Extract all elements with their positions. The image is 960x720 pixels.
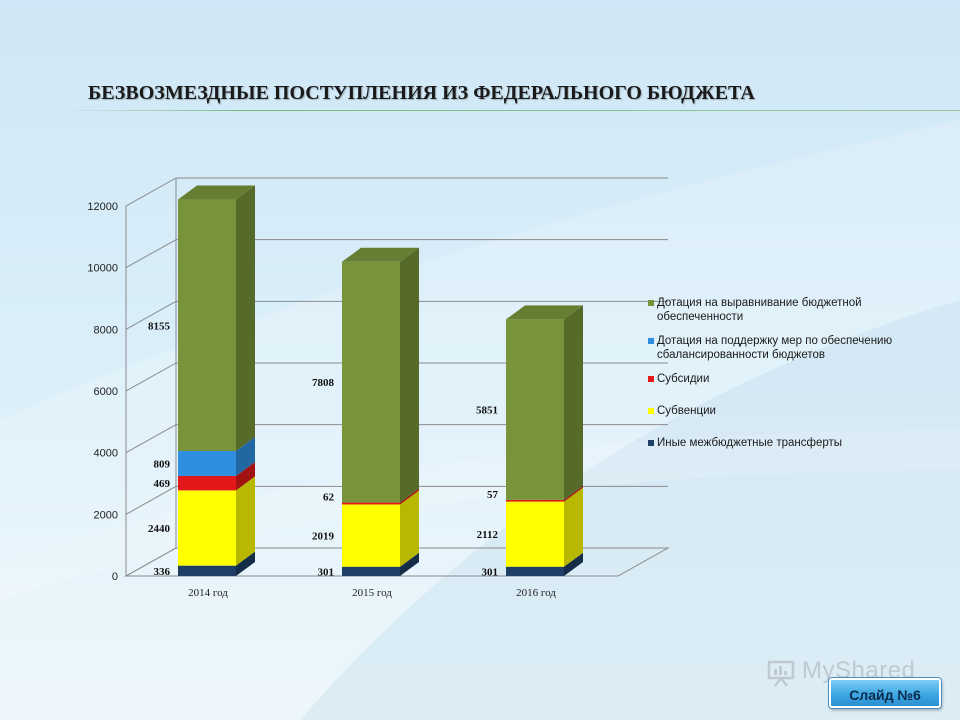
x-tick-label: 2015 год — [352, 587, 392, 599]
y-tick-label: 4000 — [94, 448, 118, 460]
bar-segment — [178, 451, 236, 476]
legend-item-dotation-equalization: Дотация на выравнивание бюджетной обеспе… — [648, 296, 918, 324]
data-label: 2112 — [477, 529, 499, 541]
legend-label: Субсидии — [657, 373, 710, 385]
legend-label: Дотация на выравнивание бюджетной обеспе… — [657, 297, 862, 323]
chart-axes: 0 2000 4000 6000 8000 10000 12000 2014 год 2015 … — [87, 177, 670, 599]
y-tick-label: 2000 — [94, 509, 118, 521]
bar-segment-side — [400, 490, 419, 567]
data-label: 2019 — [312, 531, 335, 543]
bar-segment — [506, 319, 564, 500]
gridline-depth — [125, 362, 177, 392]
presentation-board-icon — [767, 660, 795, 687]
legend-label: Дотация на поддержку мер по обеспечению … — [657, 335, 893, 361]
data-label: 5851 — [476, 405, 498, 417]
bar-segment-side — [236, 461, 255, 491]
data-label: 57 — [487, 489, 499, 501]
bar-segment — [178, 565, 236, 576]
bar-segment — [342, 502, 400, 505]
x-tick-label: 2016 год — [516, 587, 556, 599]
bar-segment-side — [400, 247, 419, 503]
data-label: 7808 — [312, 377, 335, 389]
data-label: 2440 — [148, 523, 171, 535]
bar-segment — [342, 566, 400, 576]
gridline-depth — [125, 424, 177, 454]
bar-segment-side — [564, 305, 583, 500]
legend-item-other-transfers: Иные межбюджетные трансферты — [648, 436, 918, 450]
bar-segment-side — [564, 487, 583, 567]
bar-top — [178, 185, 255, 200]
gridline-depth — [125, 485, 177, 515]
gridline-depth — [125, 239, 177, 269]
data-label: 809 — [154, 458, 171, 470]
data-label: 301 — [318, 566, 335, 578]
chart-legend: Дотация на выравнивание бюджетной обеспе… — [648, 296, 918, 460]
bar-segment — [506, 501, 564, 567]
data-label: 62 — [323, 492, 335, 504]
data-label: 336 — [154, 566, 171, 578]
bar-segment — [342, 504, 400, 567]
bar-segment-side — [236, 185, 255, 452]
legend-item-dotation-balance: Дотация на поддержку мер по обеспечению … — [648, 334, 918, 362]
legend-swatch — [648, 440, 654, 446]
legend-swatch — [648, 408, 654, 414]
bar-segment — [342, 261, 400, 503]
bar-segment — [178, 475, 236, 491]
x-tick-label: 2014 год — [188, 587, 228, 599]
bar-segment — [506, 566, 564, 576]
bar-segment-side — [400, 488, 419, 505]
bar-top — [342, 247, 419, 262]
gridline-depth — [125, 177, 177, 207]
chart-floor — [124, 547, 670, 577]
bar-segment — [506, 499, 564, 502]
legend-item-subventions: Субвенции — [648, 404, 918, 418]
bar-segment-side — [564, 485, 583, 502]
legend-label: Субвенции — [657, 405, 716, 417]
bar-segment-side — [236, 476, 255, 566]
y-tick-label: 6000 — [94, 386, 118, 398]
legend-label: Иные межбюджетные трансферты — [657, 437, 843, 449]
gridline-depth — [125, 300, 177, 330]
data-label: 8155 — [148, 320, 171, 332]
legend-item-subsidies: Субсидии — [648, 372, 918, 386]
bar-top — [506, 305, 583, 320]
legend-swatch — [648, 376, 654, 382]
y-tick-label: 0 — [112, 571, 118, 583]
page-title: БЕЗВОЗМЕЗДНЫЕ ПОСТУПЛЕНИЯ ИЗ ФЕДЕРАЛЬНОГ… — [88, 82, 755, 104]
bars-group — [178, 185, 583, 576]
y-tick-label: 8000 — [94, 324, 118, 336]
bar-segment-side — [564, 552, 583, 576]
bar-segment-side — [236, 551, 255, 576]
y-tick-label: 10000 — [87, 263, 118, 275]
data-label: 469 — [154, 478, 171, 490]
bar-segment-side — [400, 552, 419, 576]
data-label: 301 — [482, 566, 499, 578]
data-labels-group: 336 2440 469 809 8155 301 2019 62 7808 301 2112 57 5… — [148, 320, 499, 578]
y-tick-label: 12000 — [87, 201, 118, 213]
bar-segment — [178, 490, 236, 566]
legend-swatch — [648, 300, 654, 306]
legend-swatch — [648, 338, 654, 344]
bar-segment — [178, 199, 236, 452]
slide-number-button[interactable]: Слайд №6 — [829, 678, 941, 708]
title-divider — [60, 110, 960, 111]
bar-segment-side — [236, 437, 255, 476]
